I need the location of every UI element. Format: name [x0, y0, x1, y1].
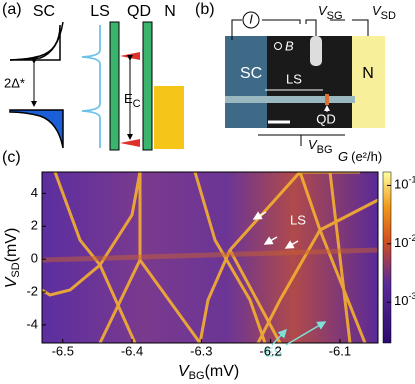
nanowire: [225, 96, 355, 103]
annotation-arrow: [285, 321, 327, 346]
side-gate: [310, 36, 322, 66]
colorbar-tick-base: 10: [394, 235, 408, 250]
panel-b: (b) SC N B LS QD I VSG VSD VBG: [195, 1, 396, 156]
bg-label: VBG: [308, 137, 333, 155]
sg-main: V: [318, 3, 328, 18]
ec-sub: C: [133, 98, 141, 110]
label: LS: [90, 3, 110, 20]
ls-dos: [81, 25, 101, 148]
heatmap: [42, 172, 378, 343]
label: SC: [33, 3, 55, 20]
y-label-sub: SD: [10, 262, 22, 277]
annotation-arrow: [263, 236, 278, 245]
colorbar-label: G (e²/h): [338, 149, 382, 164]
panel-label: (c): [2, 149, 21, 166]
bg-main: V: [308, 137, 318, 152]
label: N: [164, 3, 176, 20]
barrier: [109, 21, 120, 151]
field-label: B: [285, 38, 294, 53]
panel-c: (c) LS ES VBG(mV) VSD(mV) G (e²/h) -6.5 -6…: [2, 149, 415, 382]
ec-main: E: [124, 91, 133, 106]
field-symbol: [274, 42, 282, 50]
label: SC: [240, 65, 262, 82]
y-label-unit: (mV): [3, 228, 20, 263]
x-tick-label: -6.1: [329, 343, 351, 358]
qd-marker: [325, 94, 329, 105]
colorbar-tick-label: 10-2: [394, 233, 415, 250]
y-tick-label: 2: [31, 218, 38, 233]
x-tick-label: -6.4: [121, 343, 143, 358]
x-tick-label: -6.3: [190, 343, 212, 358]
x-tick-label: -6.5: [52, 343, 74, 358]
ammeter: [242, 11, 260, 29]
colorbar-tick-exponent: -2: [408, 233, 415, 243]
y-tick-label: -4: [26, 316, 38, 331]
gap-label: 2Δ*: [4, 75, 25, 90]
cbar-label-unit: (e²/h): [351, 149, 382, 164]
annotation-arrow: [252, 211, 267, 220]
y-tick-label: 4: [31, 185, 38, 200]
y-tick-label: 0: [31, 251, 38, 266]
sg-sub: SG: [327, 10, 343, 22]
current-label: I: [249, 11, 253, 26]
sd-main: V: [372, 3, 382, 18]
sc-dos-curve: [9, 21, 64, 61]
conductance-features: [42, 172, 378, 343]
sc-dos-upper: [9, 24, 61, 61]
label: QD: [127, 3, 151, 20]
x-axis-label: VBG(mV): [178, 363, 239, 382]
n-region: [352, 36, 385, 128]
zero-bias-feature: [42, 247, 378, 263]
colorbar-tick-exponent: -1: [408, 175, 415, 185]
sd-sub: SD: [381, 10, 396, 22]
panel-label: (b): [195, 1, 215, 18]
annotation: ES: [265, 344, 283, 359]
x-label-unit: (mV): [205, 363, 240, 380]
panel-a: (a) SC LS QD N 2Δ* EC: [2, 1, 184, 151]
x-label-main: V: [178, 363, 190, 380]
x-label-sub: BG: [189, 370, 205, 382]
sd-label: VSD: [372, 3, 396, 21]
colorbar-tick-base: 10: [394, 294, 408, 309]
n-lead: [154, 86, 184, 149]
panel-label: (a): [2, 1, 22, 18]
colorbar-tick-exponent: -3: [408, 292, 415, 302]
x-tick-label: -6.2: [259, 343, 281, 358]
qd-label: QD: [316, 111, 336, 126]
sg-label: VSG: [318, 3, 343, 21]
colorbar-tick-base: 10: [394, 177, 408, 192]
ls-label: LS: [286, 71, 302, 86]
annotation-arrow: [271, 328, 288, 346]
plot-frame: [41, 171, 379, 344]
colorbar: [382, 171, 392, 344]
cbar-label-main: G: [338, 149, 348, 164]
y-tick-label: -2: [26, 283, 38, 298]
y-label-main: V: [3, 276, 20, 288]
colorbar-tick-label: 10-1: [394, 175, 415, 192]
sc-dos-lower: [9, 109, 64, 149]
bg-sub: BG: [317, 144, 333, 156]
sc-region: [225, 36, 267, 128]
barrier: [142, 21, 153, 151]
circuit: [231, 19, 369, 146]
ec-label: EC: [124, 91, 141, 109]
annotation-arrow: [284, 240, 299, 249]
annotation: LS: [290, 212, 306, 227]
label: N: [362, 65, 374, 82]
colorbar-tick-label: 10-3: [394, 292, 415, 309]
y-axis-label: VSD(mV): [3, 228, 22, 289]
